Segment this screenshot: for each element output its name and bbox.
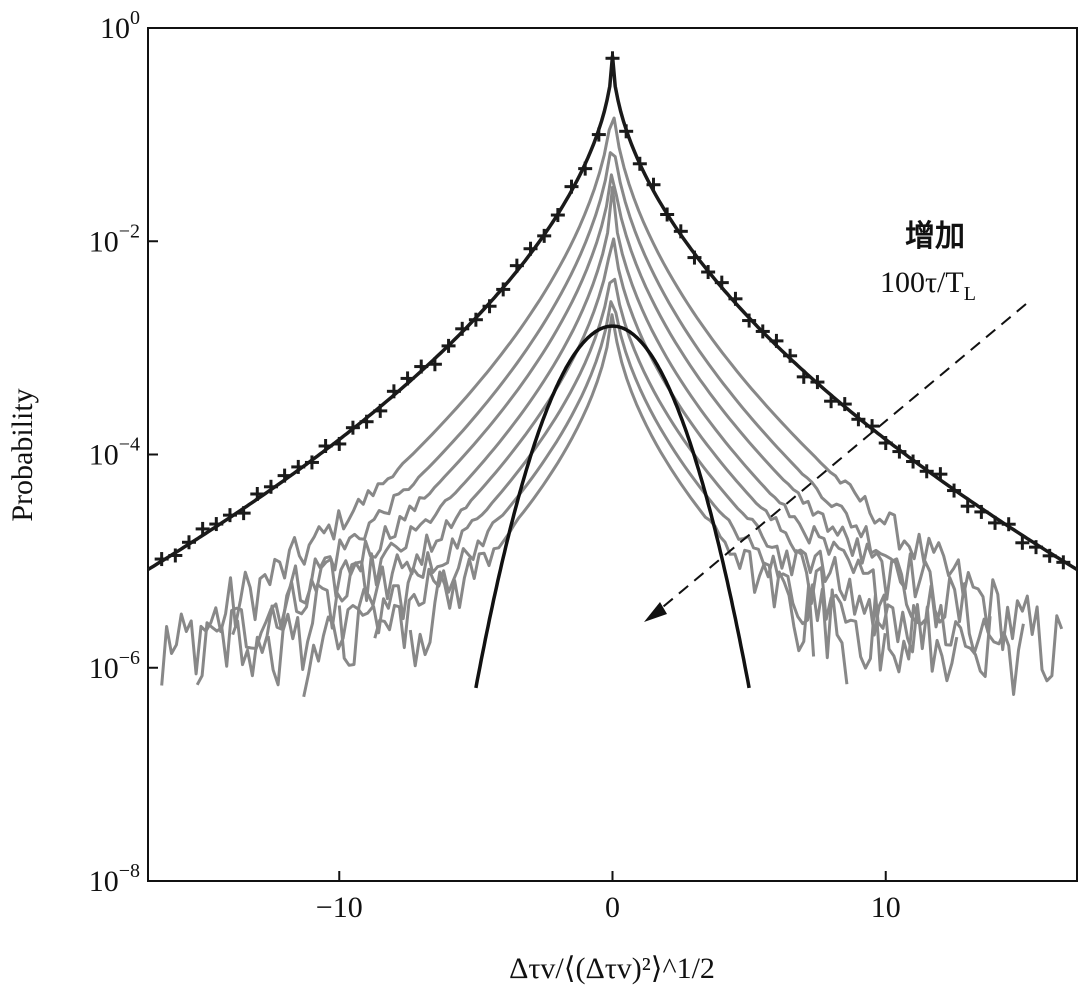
series-0 bbox=[147, 55, 1078, 572]
annotation-sub: L bbox=[964, 283, 976, 305]
plus-marker-52 bbox=[865, 419, 880, 434]
plus-marker-66 bbox=[1056, 555, 1071, 570]
plus-marker-25 bbox=[496, 282, 511, 297]
plus-marker-53 bbox=[878, 436, 893, 451]
plus-marker-12 bbox=[318, 438, 333, 453]
plus-marker-16 bbox=[373, 403, 388, 418]
y-tick-label-0: 100 bbox=[100, 7, 140, 45]
plus-marker-30 bbox=[564, 179, 579, 194]
plus-marker-24 bbox=[482, 299, 497, 314]
plus-marker-15 bbox=[359, 414, 374, 429]
series-1-seg-0 bbox=[160, 116, 1064, 686]
plus-marker-38 bbox=[673, 224, 688, 239]
plus-marker-54 bbox=[892, 444, 907, 459]
plus-marker-27 bbox=[523, 241, 538, 256]
annotation-main: 100τ/T bbox=[880, 266, 964, 299]
plus-marker-59 bbox=[960, 499, 975, 514]
plus-marker-58 bbox=[947, 483, 962, 498]
plus-marker-41 bbox=[714, 275, 729, 290]
plus-marker-21 bbox=[441, 338, 456, 353]
plus-marker-55 bbox=[906, 454, 921, 469]
plus-marker-5 bbox=[222, 508, 237, 523]
arrow-icon bbox=[644, 303, 1027, 622]
plus-marker-49 bbox=[824, 394, 839, 409]
plus-marker-7 bbox=[250, 487, 265, 502]
plus-marker-65 bbox=[1042, 548, 1057, 563]
plus-marker-11 bbox=[304, 455, 319, 470]
plus-marker-26 bbox=[509, 258, 524, 273]
arrow-head bbox=[644, 602, 667, 622]
plus-marker-18 bbox=[400, 371, 415, 386]
series-9 bbox=[474, 324, 751, 689]
x-axis-label: Δτv/⟨(Δτv)²⟩^1/2 bbox=[509, 952, 715, 985]
plus-marker-13 bbox=[332, 436, 347, 451]
series-3-seg-0 bbox=[231, 173, 992, 678]
series-4-seg-0 bbox=[266, 185, 959, 687]
plus-marker-42 bbox=[728, 291, 743, 306]
annotation-line2: 100τ/TL bbox=[880, 266, 976, 305]
plus-marker-44 bbox=[755, 324, 770, 339]
x-tick-label-1: 0 bbox=[605, 891, 620, 924]
plus-marker-10 bbox=[291, 459, 306, 474]
series-7-seg-0 bbox=[373, 300, 849, 685]
plus-marker-2 bbox=[181, 535, 196, 550]
plus-marker-14 bbox=[345, 420, 360, 435]
plus-marker-4 bbox=[209, 517, 224, 532]
plus-marker-50 bbox=[837, 397, 852, 412]
series-2-seg-0 bbox=[195, 151, 1025, 696]
plus-marker-36 bbox=[646, 177, 661, 192]
plus-marker-35 bbox=[632, 156, 647, 171]
plus-marker-3 bbox=[195, 521, 210, 536]
plus-marker-19 bbox=[414, 359, 429, 374]
plus-marker-57 bbox=[933, 467, 948, 482]
plus-marker-60 bbox=[974, 504, 989, 519]
series-layer bbox=[147, 55, 1078, 698]
plus-marker-28 bbox=[537, 228, 552, 243]
plus-marker-33 bbox=[605, 51, 620, 66]
plus-marker-47 bbox=[796, 369, 811, 384]
plus-marker-17 bbox=[386, 384, 401, 399]
plus-marker-0 bbox=[154, 552, 169, 567]
plus-marker-6 bbox=[236, 506, 251, 521]
plus-marker-32 bbox=[591, 127, 606, 142]
plus-marker-1 bbox=[168, 548, 183, 563]
plus-marker-43 bbox=[742, 313, 757, 328]
plus-marker-8 bbox=[263, 479, 278, 494]
plus-marker-34 bbox=[619, 124, 634, 139]
plus-marker-29 bbox=[550, 208, 565, 223]
series-5-seg-0 bbox=[302, 237, 920, 698]
plus-marker-31 bbox=[578, 161, 593, 176]
y-axis-label: Probability bbox=[6, 388, 39, 521]
plus-marker-46 bbox=[783, 348, 798, 363]
plus-marker-39 bbox=[687, 250, 702, 265]
plus-marker-63 bbox=[1015, 535, 1030, 550]
plus-marker-37 bbox=[660, 207, 675, 222]
y-tick-label-2: 10−4 bbox=[89, 434, 140, 472]
x-tick-label-2: 10 bbox=[871, 891, 901, 924]
series-8-seg-0 bbox=[408, 313, 816, 668]
plus-marker-51 bbox=[851, 412, 866, 427]
series-6-seg-0 bbox=[337, 277, 887, 672]
tick-layer: −10 0 10 100 10−2 10−4 10−6 10−8 bbox=[89, 7, 901, 924]
plus-marker-22 bbox=[455, 321, 470, 336]
y-tick-label-1: 10−2 bbox=[89, 220, 140, 258]
x-tick-label-0: −10 bbox=[316, 891, 363, 924]
plus-marker-9 bbox=[277, 468, 292, 483]
arrow-shaft bbox=[651, 303, 1027, 617]
plus-marker-40 bbox=[701, 265, 716, 280]
plus-marker-48 bbox=[810, 375, 825, 390]
plus-marker-45 bbox=[769, 333, 784, 348]
plus-marker-56 bbox=[919, 464, 934, 479]
plus-marker-61 bbox=[988, 515, 1003, 530]
plus-marker-62 bbox=[1001, 517, 1016, 532]
plus-marker-20 bbox=[427, 357, 442, 372]
annotation-line1: 增加 bbox=[905, 219, 965, 254]
y-tick-label-4: 10−8 bbox=[89, 860, 140, 898]
plus-marker-64 bbox=[1029, 540, 1044, 555]
marker-layer bbox=[154, 51, 1071, 570]
plus-marker-23 bbox=[468, 312, 483, 327]
y-tick-label-3: 10−6 bbox=[89, 647, 140, 685]
